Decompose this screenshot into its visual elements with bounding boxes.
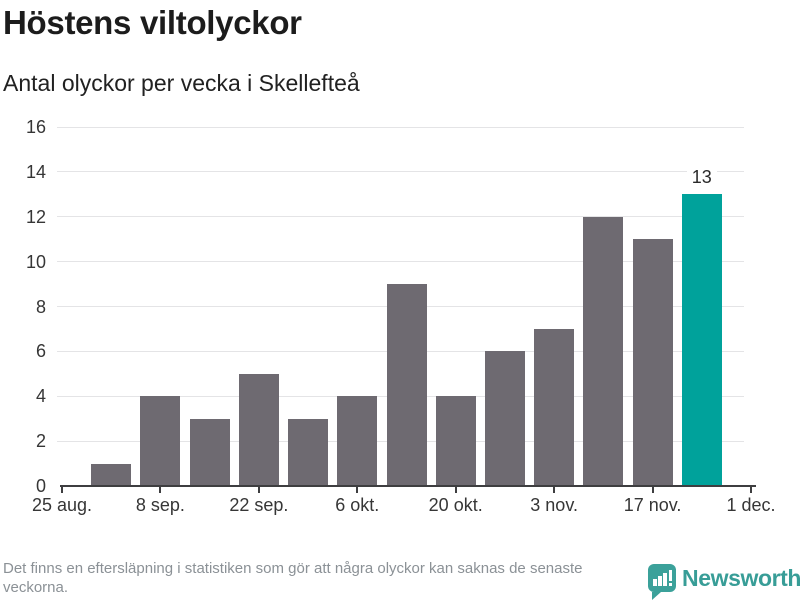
- bar: [140, 396, 181, 486]
- bar: [288, 418, 329, 486]
- bar: [435, 396, 476, 486]
- bar: [91, 463, 132, 486]
- x-axis-label: 17 nov.: [623, 495, 682, 515]
- y-axis-label: 12: [25, 206, 46, 227]
- x-axis-tick: [750, 487, 752, 493]
- bar: [337, 396, 378, 486]
- logo-exclamation-icon: [669, 570, 672, 581]
- x-axis-tick: [61, 487, 63, 493]
- gridline-y-14: [57, 171, 744, 173]
- x-axis-tick: [257, 487, 260, 493]
- chart-title: Höstens viltolyckor: [3, 4, 302, 41]
- bar: [484, 351, 525, 486]
- bar: [238, 373, 279, 486]
- gridline-y-16: [57, 126, 744, 128]
- x-axis-label: 20 okt.: [428, 495, 483, 515]
- y-axis-label: 8: [35, 296, 46, 317]
- newsworthy-logo: Newsworthy: [646, 561, 800, 600]
- x-axis-tick: [356, 487, 359, 493]
- bar-highlighted: [681, 194, 722, 486]
- y-axis-label: 6: [35, 341, 46, 362]
- bar-value-label: 13: [686, 165, 717, 190]
- logo-speech-tail-icon: [652, 592, 661, 600]
- y-axis-label: 4: [35, 386, 46, 407]
- bar: [189, 418, 230, 486]
- x-axis-tick: [651, 487, 654, 493]
- newsworthy-logo-text: Newsworthy: [682, 565, 800, 591]
- bar: [632, 239, 673, 486]
- y-axis-label: 10: [25, 251, 46, 272]
- y-axis-label: 0: [35, 476, 46, 496]
- x-axis-label: 8 sep.: [135, 495, 185, 515]
- x-axis-label: 3 nov.: [530, 495, 578, 515]
- bar: [583, 216, 624, 486]
- gridline-y-10: [57, 261, 744, 263]
- x-axis-label: 6 okt.: [335, 495, 380, 515]
- chart-subtitle: Antal olyckor per vecka i Skellefteå: [3, 70, 360, 96]
- bar: [534, 328, 575, 486]
- logo-exclamation-dot-icon: [669, 583, 672, 586]
- x-axis-tick: [454, 487, 457, 493]
- gridline-y-12: [57, 216, 744, 218]
- y-axis-label: 14: [25, 161, 46, 182]
- bar: [386, 284, 427, 486]
- x-axis-line: [60, 485, 756, 487]
- x-axis-label: 22 sep.: [229, 495, 289, 515]
- logo-chart-bar-icon: [658, 576, 662, 586]
- logo-chart-bar-icon: [653, 579, 657, 586]
- y-axis-label: 16: [25, 117, 46, 137]
- x-axis-tick: [553, 487, 556, 493]
- x-axis-label: 1 dec.: [726, 495, 776, 515]
- logo-chart-bar-icon: [663, 573, 667, 586]
- y-axis-label: 2: [35, 431, 46, 452]
- newsworthy-logo-icon: [648, 564, 676, 592]
- x-axis-tick: [159, 487, 162, 493]
- x-axis-label: 25 aug.: [31, 495, 93, 515]
- footer-note: Det finns en eftersläpning i statistiken…: [3, 560, 583, 596]
